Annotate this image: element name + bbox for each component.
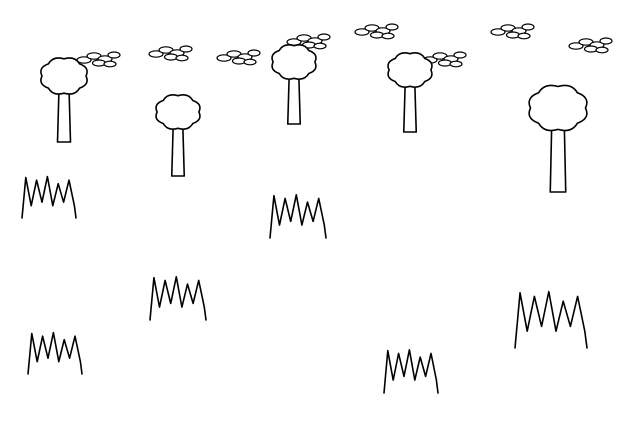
cloud-icon xyxy=(76,51,121,68)
grass-tuft-icon xyxy=(383,349,439,394)
cloud-icon xyxy=(422,51,467,68)
grass-tuft-icon xyxy=(269,194,327,239)
cloud-icon xyxy=(490,23,535,40)
cloud-icon xyxy=(354,23,399,40)
tree-icon xyxy=(40,57,88,143)
grass-tuft-icon xyxy=(514,290,588,349)
tree-icon xyxy=(528,84,588,193)
cloud-icon xyxy=(148,45,193,62)
grass-tuft-icon xyxy=(21,175,77,219)
tree-icon xyxy=(271,44,317,125)
grass-tuft-icon xyxy=(149,276,207,321)
tree-icon xyxy=(387,52,433,133)
cloud-icon xyxy=(216,49,261,66)
cloud-icon xyxy=(568,37,613,54)
grass-tuft-icon xyxy=(27,331,83,375)
tree-icon xyxy=(155,94,201,177)
